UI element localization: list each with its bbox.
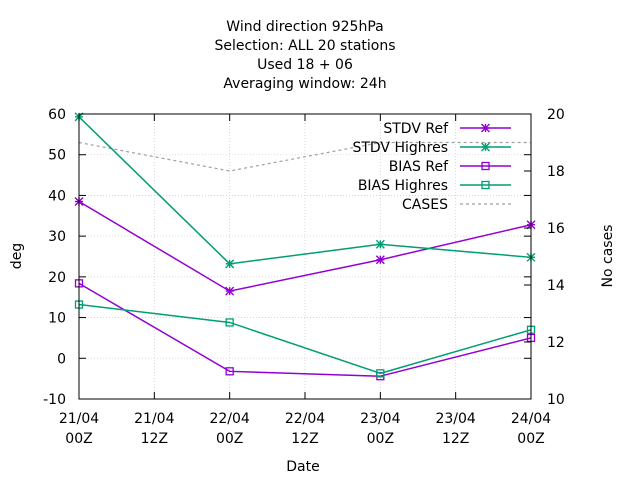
- x-tick-label-hour: 12Z: [291, 431, 318, 447]
- y2-tick-label: 20: [547, 107, 565, 123]
- x-tick-label-hour: 00Z: [517, 431, 544, 447]
- y-axis-label: deg: [9, 243, 25, 269]
- square-marker: [225, 367, 234, 376]
- x-tick-label-hour: 00Z: [216, 431, 243, 447]
- star-marker: [481, 142, 490, 152]
- y2-axis-ticks: 10 12 14 16 18 20: [524, 107, 565, 408]
- x-tick-label-date: 22/04: [285, 411, 325, 427]
- x-tick-label-date: 21/04: [134, 411, 174, 427]
- y-tick-label: 40: [48, 188, 66, 204]
- square-marker: [481, 161, 490, 171]
- square-marker: [376, 369, 385, 378]
- y-axis-ticks: -10 0 10 20 30 40 50 60: [43, 107, 531, 408]
- x-tick-label-date: 22/04: [209, 411, 249, 427]
- y2-tick-label: 12: [547, 335, 565, 351]
- y-tick-label: 50: [48, 148, 66, 164]
- star-marker: [225, 259, 235, 269]
- legend-label: CASES: [402, 197, 448, 213]
- legend-label: BIAS Ref: [389, 159, 449, 175]
- legend: STDV Ref STDV Highres BIAS Ref BIAS Highres…: [352, 121, 511, 213]
- x-tick-label-hour: 00Z: [65, 431, 92, 447]
- series-line: [78, 303, 532, 375]
- y-tick-label: 0: [57, 351, 66, 367]
- star-marker: [375, 239, 385, 249]
- square-marker: [481, 180, 490, 190]
- x-axis-label: Date: [286, 459, 319, 475]
- y2-tick-label: 10: [547, 392, 565, 408]
- y-tick-label: 10: [48, 311, 66, 327]
- title-line: Wind direction 925hPa: [226, 19, 383, 35]
- y-tick-label: 30: [48, 229, 66, 245]
- y2-tick-label: 18: [547, 164, 565, 180]
- x-axis-ticks: 21/04 00Z 21/04 12Z 22/04 00Z 22/04 12Z 23/04 00Z…: [59, 114, 551, 447]
- y-tick-label: 20: [48, 270, 66, 286]
- x-tick-label-hour: 12Z: [442, 431, 469, 447]
- star-marker: [225, 286, 235, 296]
- star-marker: [375, 255, 385, 265]
- title-line: Averaging window: 24h: [223, 76, 386, 92]
- x-tick-label-date: 21/04: [59, 411, 99, 427]
- legend-label: BIAS Highres: [358, 178, 448, 194]
- y2-axis-label: No cases: [600, 225, 616, 288]
- x-tick-label-date: 23/04: [360, 411, 400, 427]
- series-line: [78, 116, 532, 265]
- legend-label: STDV Highres: [352, 140, 448, 156]
- x-tick-label-hour: 00Z: [367, 431, 394, 447]
- x-tick-label-hour: 12Z: [141, 431, 168, 447]
- series-line: [78, 282, 532, 377]
- y-tick-label: 60: [48, 107, 66, 123]
- star-marker: [481, 123, 490, 133]
- series-stdv-highres: [74, 112, 536, 269]
- series-line: [78, 200, 532, 292]
- x-tick-label-date: 23/04: [435, 411, 475, 427]
- square-marker: [225, 318, 234, 327]
- title-line: Used 18 + 06: [257, 57, 353, 73]
- series-line: [78, 141, 531, 172]
- y2-tick-label: 14: [547, 278, 565, 294]
- title-line: Selection: ALL 20 stations: [214, 38, 395, 54]
- legend-label: STDV Ref: [383, 121, 449, 137]
- series-cases: [78, 141, 531, 172]
- y2-tick-label: 16: [547, 221, 565, 237]
- x-tick-label-date: 24/04: [511, 411, 551, 427]
- y-tick-label: -10: [43, 392, 66, 408]
- chart-title: Wind direction 925hPa Selection: ALL 20 s…: [214, 19, 395, 92]
